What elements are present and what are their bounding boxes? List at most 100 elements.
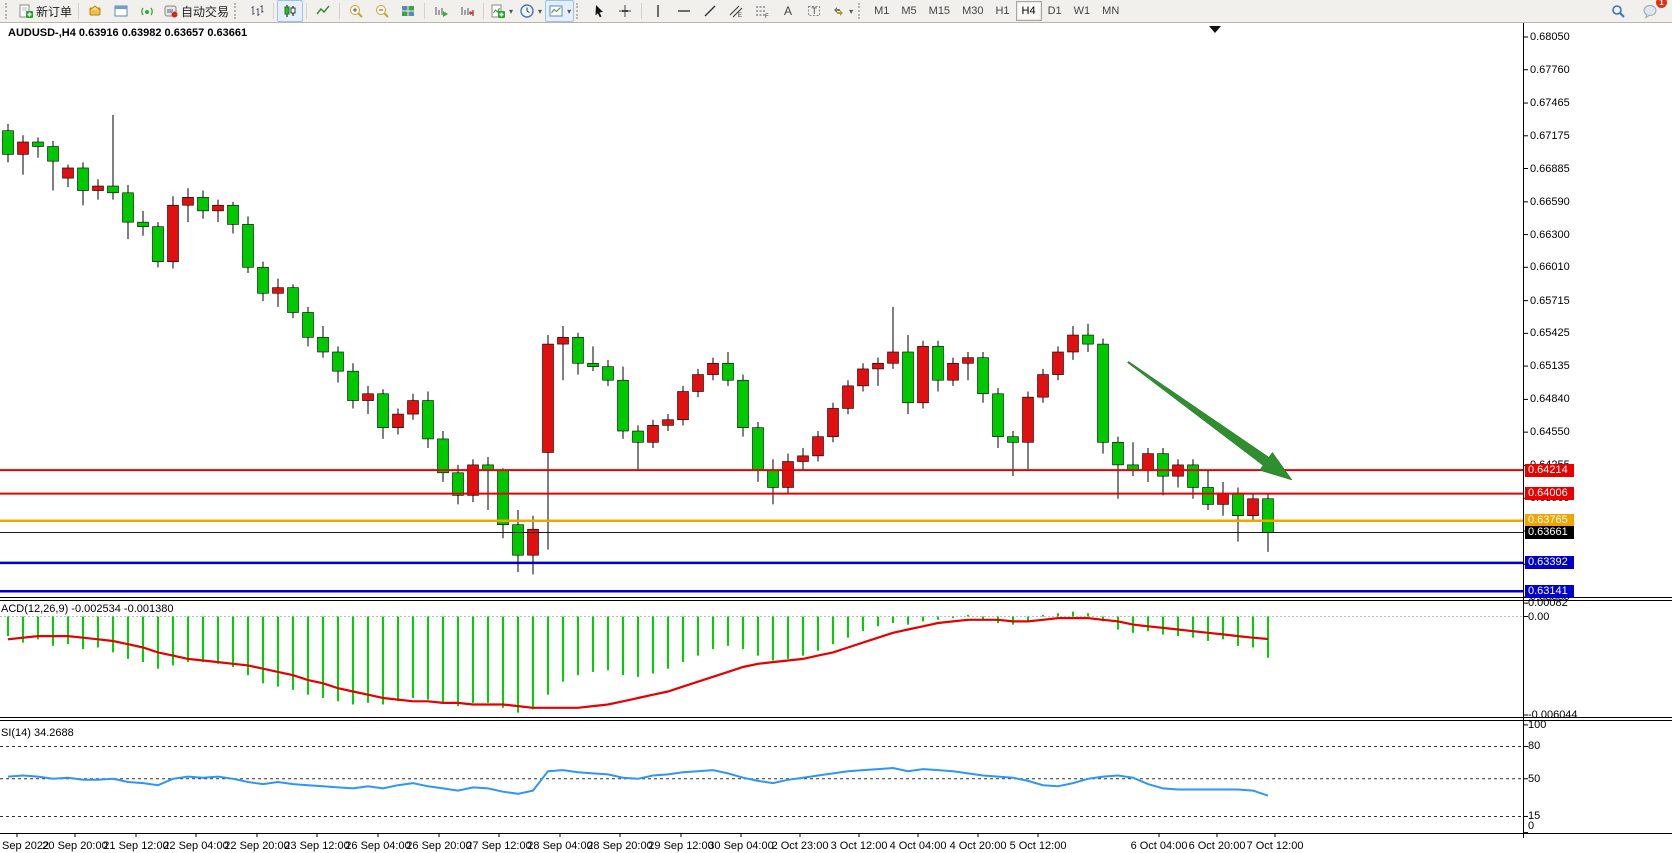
candle-body [1157, 453, 1169, 477]
market-watch-button[interactable] [82, 0, 108, 22]
candle-body [32, 141, 44, 147]
time-axis-label: 6 Oct 04:00 [1130, 840, 1188, 852]
candlestick-chart-type-button[interactable] [277, 0, 304, 22]
horizontal-line-button[interactable] [671, 0, 697, 22]
search-button[interactable] [1605, 0, 1631, 22]
new-order-button[interactable]: 新订单 [15, 0, 75, 22]
auto-scroll-button[interactable] [428, 0, 454, 22]
cursor-button[interactable] [586, 0, 612, 22]
timeframe-button-m5[interactable]: M5 [901, 5, 917, 17]
candle-body [167, 204, 179, 262]
autotrade-icon [163, 3, 179, 19]
toolbar-drag-handle[interactable] [234, 3, 241, 19]
gold-box-icon [87, 3, 103, 19]
candle-body [407, 400, 419, 415]
candle-body [992, 393, 1004, 437]
new-order-icon [18, 3, 34, 19]
candle-body [542, 343, 554, 453]
time-axis-label: 23 Sep 12:00 [284, 840, 350, 852]
vertical-line-button[interactable] [645, 0, 671, 22]
line-chart-type-button[interactable] [310, 0, 336, 22]
signal-button[interactable] [134, 0, 160, 22]
timeframe-button-m1[interactable]: M1 [874, 5, 890, 17]
clock-icon [519, 3, 535, 19]
candle-body [587, 362, 599, 367]
arrows-tool-button[interactable]: ▾ [827, 0, 856, 22]
candle-body [1202, 487, 1214, 505]
price-level-label: 0.63661 [1525, 526, 1574, 540]
candle-body [17, 141, 29, 155]
timeframe-button-d1[interactable]: D1 [1047, 5, 1062, 17]
candle-body [692, 374, 704, 392]
candle-body [1082, 334, 1094, 345]
fibonacci-button[interactable]: F [749, 0, 775, 22]
zoom-out-button[interactable] [369, 0, 395, 22]
candle-body [1037, 374, 1049, 398]
candle-body [347, 370, 359, 401]
time-axis-label: 28 Sep 04:00 [527, 840, 593, 852]
macd-axis-label: 0.00082 [1528, 597, 1568, 610]
toolbar-drag-handle[interactable] [858, 3, 865, 19]
timeframe-button-m30[interactable]: M30 [962, 5, 984, 17]
search-icon [1610, 3, 1626, 19]
text-label-button[interactable]: T [801, 0, 827, 22]
candle-body [1187, 464, 1199, 488]
timeframe-button-h1[interactable]: H1 [995, 5, 1010, 17]
timeframe-button-m15[interactable]: M15 [928, 5, 951, 17]
timeframe-group: M1 M5 M15 M30 H1 H4 D1 W1 MN [868, 1, 1125, 21]
text-a-icon: A [780, 3, 796, 19]
notification-badge: 1 [1656, 0, 1667, 8]
candle-body [137, 221, 149, 227]
price-axis-label: 0.65715 [1530, 294, 1570, 307]
bar-chart-type-button[interactable] [244, 0, 270, 22]
text-tool-button[interactable]: A [775, 0, 801, 22]
candle-body [467, 464, 479, 496]
rsi-line [7, 766, 1269, 797]
rsi-axis-label: 0 [1528, 820, 1535, 832]
time-axis-label: 22 Sep 20:00 [224, 840, 290, 852]
price-axis-label: 0.66590 [1530, 195, 1570, 208]
candle-body [1247, 498, 1259, 516]
candle-body [932, 346, 944, 381]
dropdown-caret-icon: ▾ [567, 6, 572, 16]
svg-text:A: A [784, 4, 792, 18]
trendline-button[interactable] [697, 0, 723, 22]
crosshair-button[interactable] [612, 0, 638, 22]
timeframe-button-h4[interactable]: H4 [1015, 1, 1042, 21]
candle-body [947, 362, 959, 381]
candle-body [317, 337, 329, 353]
chart-window-button[interactable] [108, 0, 134, 22]
zoom-in-button[interactable] [343, 0, 369, 22]
timeframe-button-w1[interactable]: W1 [1073, 5, 1091, 17]
fibonacci-icon: F [754, 3, 770, 19]
autotrade-button[interactable]: 自动交易 [160, 0, 232, 22]
candle-body [227, 204, 239, 225]
candle-body [92, 185, 104, 191]
equidistant-channel-button[interactable]: E [723, 0, 749, 22]
tile-windows-button[interactable] [395, 0, 421, 22]
tile-windows-icon [400, 3, 416, 19]
candle-body [812, 436, 824, 457]
time-axis-label: 6 Oct 20:00 [1188, 840, 1246, 852]
rsi-axis-label: 50 [1528, 772, 1541, 785]
cursor-icon [591, 3, 607, 19]
toolbar-drag-handle[interactable] [5, 3, 12, 19]
time-axis-label: 2 Oct 23:00 [771, 840, 829, 852]
indicators-button[interactable]: ▾ [487, 0, 516, 22]
timeframe-button-mn[interactable]: MN [1102, 5, 1120, 17]
time-axis-label: 30 Sep 04:00 [708, 840, 774, 852]
horizontal-line-icon [676, 3, 692, 19]
time-axis-label: 20 Sep 20:00 [42, 840, 108, 852]
chart-shift-button[interactable] [454, 0, 480, 22]
candle-body [647, 425, 659, 443]
toolbar-drag-handle[interactable] [576, 3, 583, 19]
crosshair-icon [617, 3, 633, 19]
candle-body [1007, 436, 1019, 443]
candle-body [632, 430, 644, 443]
periods-button[interactable]: ▾ [516, 0, 545, 22]
notifications-button[interactable]: 1 [1637, 0, 1667, 22]
templates-button[interactable]: ▾ [545, 0, 575, 22]
svg-text:F: F [765, 14, 769, 19]
candle-body [437, 438, 449, 474]
